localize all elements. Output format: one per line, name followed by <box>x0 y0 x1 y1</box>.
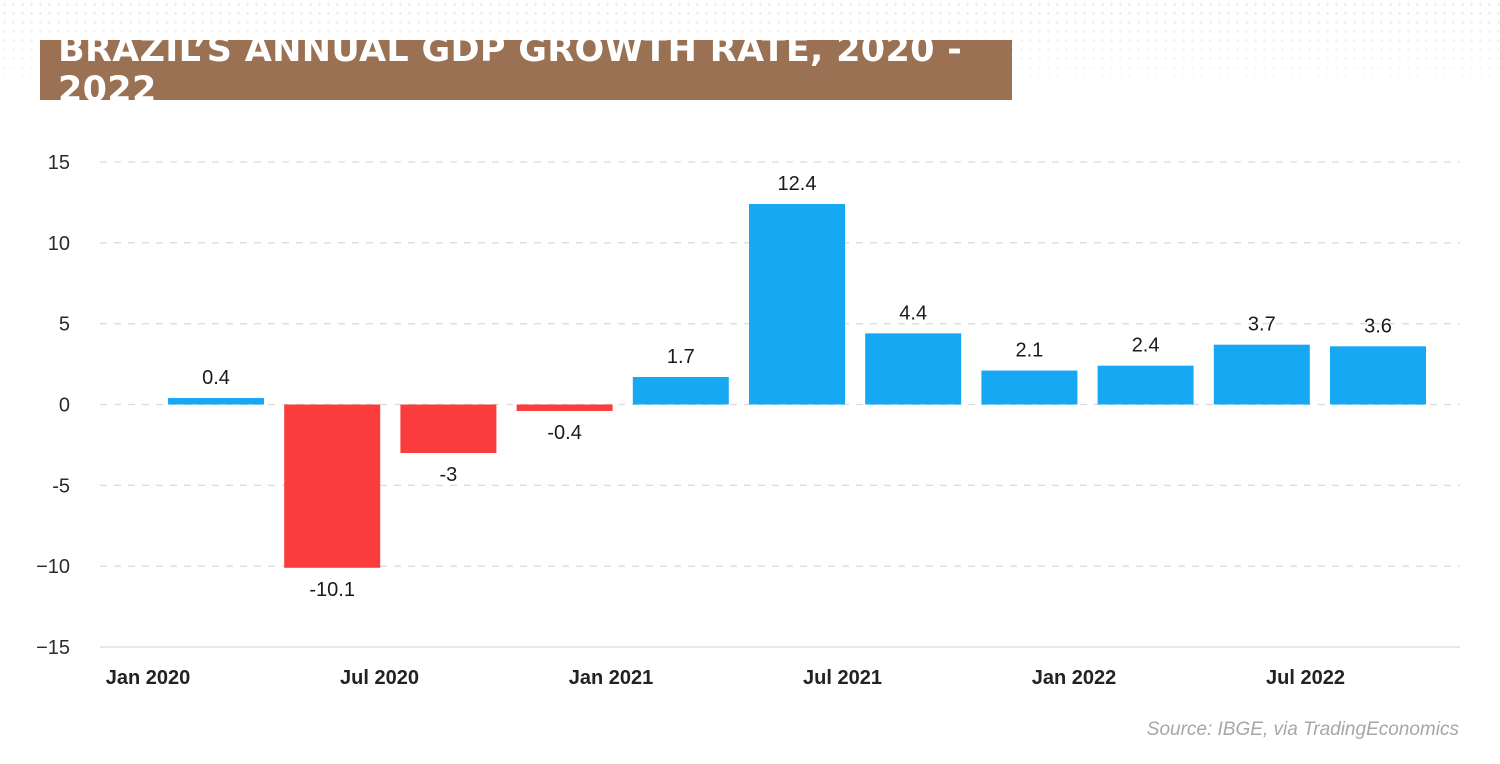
bar <box>284 404 381 568</box>
y-tick-label: -5 <box>52 475 70 497</box>
y-tick-label: −10 <box>36 556 70 578</box>
bar <box>749 204 845 405</box>
y-tick-label: 10 <box>48 233 70 255</box>
bar <box>632 377 729 405</box>
data-label: 3.7 <box>1248 314 1276 336</box>
y-tick-label: −15 <box>36 637 70 659</box>
data-label: 12.4 <box>778 173 817 195</box>
source-note: Source: IBGE, via TradingEconomics <box>1146 719 1459 740</box>
x-tick-label: Jan 2020 <box>106 667 191 689</box>
data-label: -10.1 <box>309 579 355 601</box>
bar <box>168 398 264 405</box>
x-tick-label: Jul 2022 <box>1266 667 1345 689</box>
bar <box>981 370 1078 405</box>
data-label: 3.6 <box>1364 315 1392 337</box>
x-tick-label: Jul 2020 <box>340 667 419 689</box>
bar <box>400 404 497 453</box>
data-label: 2.4 <box>1132 335 1160 357</box>
data-label: 1.7 <box>667 346 695 368</box>
title-banner: BRAZIL’S ANNUAL GDP GROWTH RATE, 2020 - … <box>40 30 1012 110</box>
bar <box>516 404 613 411</box>
x-tick-label: Jan 2021 <box>569 667 654 689</box>
data-label: -0.4 <box>547 422 581 444</box>
y-tick-label: 0 <box>59 395 70 417</box>
y-tick-label: 5 <box>59 314 70 336</box>
bar <box>1097 365 1194 405</box>
x-tick-label: Jan 2022 <box>1032 667 1117 689</box>
x-tick-label: Jul 2021 <box>803 667 882 689</box>
data-label: -3 <box>440 464 458 486</box>
bar <box>1213 344 1310 405</box>
chart-title: BRAZIL’S ANNUAL GDP GROWTH RATE, 2020 - … <box>58 30 963 110</box>
data-label: 0.4 <box>202 367 230 389</box>
bar <box>865 333 962 405</box>
data-label: 4.4 <box>899 302 927 324</box>
bar <box>1330 346 1426 405</box>
y-tick-label: 15 <box>48 152 70 174</box>
data-label: 2.1 <box>1015 340 1043 362</box>
